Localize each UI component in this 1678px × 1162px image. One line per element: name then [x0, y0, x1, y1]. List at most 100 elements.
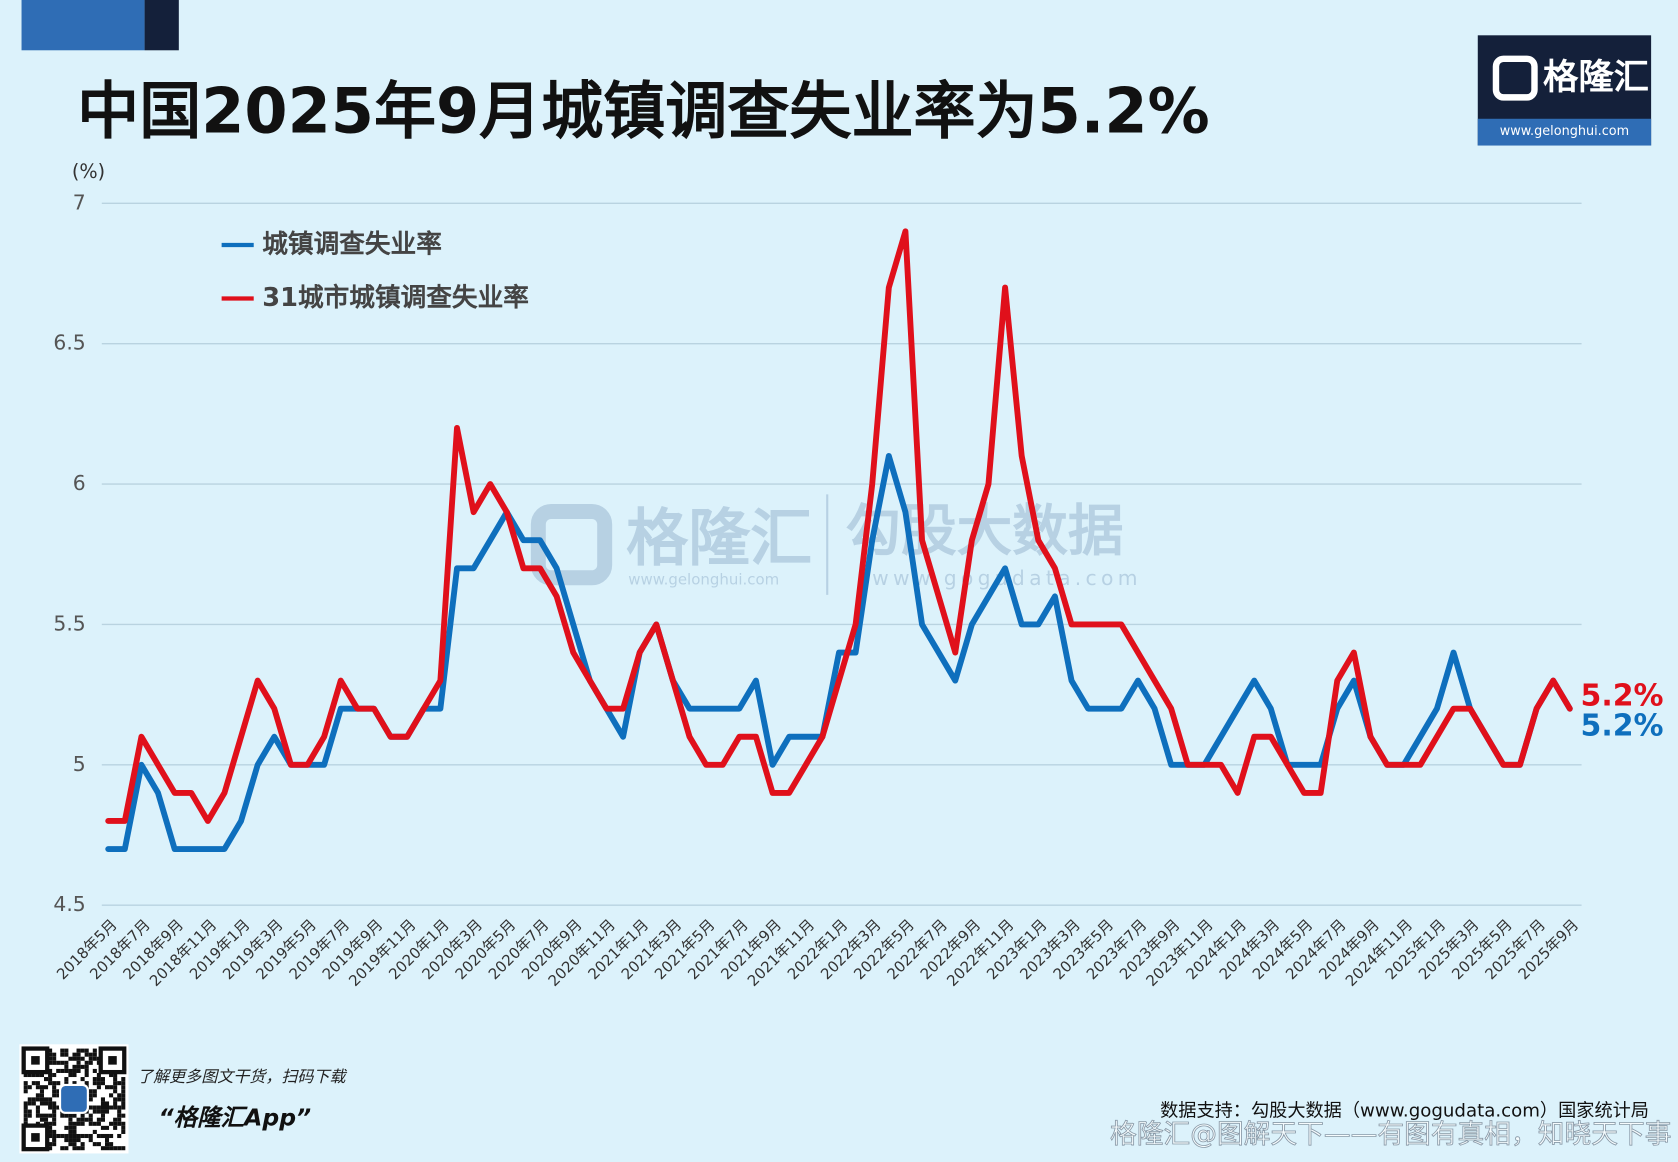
qr-cell — [60, 1052, 65, 1057]
header-bar-accent — [144, 0, 179, 51]
qr-cell — [88, 1117, 93, 1122]
qr-cell — [60, 1048, 65, 1053]
qr-cell — [84, 1072, 89, 1078]
qr-cell — [76, 1064, 81, 1069]
qr-cell — [35, 1072, 40, 1078]
qr-cell — [117, 1121, 122, 1126]
y-tick-label: 4.5 — [53, 892, 85, 916]
qr-cell — [23, 1105, 28, 1110]
qr-cell — [44, 1101, 49, 1106]
qr-cell — [72, 1146, 77, 1151]
qr-cell — [76, 1052, 81, 1057]
qr-cell — [76, 1146, 81, 1151]
qr-cell — [121, 1101, 126, 1106]
qr-cell — [72, 1056, 77, 1061]
qr-cell — [31, 1097, 36, 1102]
qr-cell — [35, 1093, 40, 1098]
qr-cell — [92, 1052, 97, 1057]
qr-cell — [35, 1097, 40, 1102]
qr-cell — [80, 1056, 85, 1061]
qr-cell — [121, 1077, 126, 1082]
qr-cell — [92, 1109, 97, 1114]
qr-cell — [92, 1121, 97, 1126]
qr-cell — [39, 1085, 45, 1090]
qr-cell — [68, 1056, 73, 1061]
qr-cell — [113, 1072, 118, 1078]
qr-cell — [92, 1105, 97, 1110]
qr-cell — [96, 1072, 101, 1078]
qr-cell — [100, 1101, 105, 1106]
qr-cell — [64, 1052, 69, 1057]
qr-cell — [68, 1125, 73, 1130]
qr-cell — [104, 1142, 110, 1147]
qr-cell — [48, 1121, 53, 1126]
qr-cell — [48, 1097, 53, 1102]
qr-cell — [52, 1101, 57, 1106]
qr-cell — [104, 1085, 110, 1090]
qr-cell — [117, 1081, 122, 1086]
qr-cell — [52, 1129, 57, 1134]
qr-cell — [23, 1117, 28, 1122]
qr-cell — [88, 1133, 93, 1139]
qr-cell — [52, 1121, 57, 1126]
qr-cell — [39, 1089, 45, 1094]
qr-cell — [35, 1105, 40, 1110]
qr-cell — [64, 1060, 69, 1065]
qr-cell — [104, 1146, 110, 1151]
logo: 格隆汇 www.gelonghui.com — [1477, 35, 1652, 146]
qr-cell — [72, 1081, 77, 1086]
qr-cell — [88, 1105, 93, 1110]
y-tick-label: 6.5 — [53, 331, 85, 355]
qr-cell — [76, 1133, 81, 1139]
qr-cell — [92, 1093, 97, 1098]
qr-cell — [88, 1113, 93, 1118]
qr-cell — [113, 1121, 118, 1126]
value-label: 5.2% — [1580, 708, 1663, 743]
qr-cell — [52, 1093, 57, 1098]
header-bar — [21, 0, 145, 51]
qr-cell — [52, 1105, 57, 1110]
logo-url: www.gelonghui.com — [1500, 124, 1629, 139]
qr-cell — [76, 1056, 81, 1061]
qr-cell — [100, 1097, 105, 1102]
qr-cell — [80, 1113, 85, 1118]
qr-cell — [92, 1068, 97, 1073]
qr-cell — [80, 1121, 85, 1126]
qr-cell — [100, 1125, 105, 1130]
qr-cell — [48, 1105, 53, 1110]
qr-cell — [121, 1097, 126, 1102]
qr-cell — [109, 1133, 114, 1139]
qr-cell — [52, 1138, 57, 1143]
qr-cell — [80, 1142, 85, 1147]
qr-cell — [52, 1052, 57, 1057]
qr-cell — [113, 1146, 118, 1151]
qr-cell — [44, 1085, 49, 1090]
qr-finder-core — [31, 1133, 40, 1142]
qr-cell — [84, 1064, 89, 1069]
qr-cell — [117, 1117, 122, 1122]
qr-cell — [92, 1056, 97, 1061]
chart-title: 中国2025年9月城镇调查失业率为5.2% — [77, 75, 1210, 148]
qr-cell — [48, 1081, 53, 1086]
qr-cell — [100, 1081, 105, 1086]
qr-cell — [44, 1097, 49, 1102]
qr-cell — [56, 1105, 61, 1110]
legend-label: 31城市城镇调查失业率 — [262, 282, 529, 313]
qr-cell — [48, 1077, 53, 1082]
qr-cell — [27, 1072, 32, 1078]
y-tick-label: 7 — [73, 190, 86, 214]
qr-cell — [121, 1093, 126, 1098]
y-tick-label: 5 — [73, 752, 86, 776]
qr-caption: 了解更多图文干货，扫码下载 — [137, 1067, 347, 1086]
qr-cell — [96, 1117, 101, 1122]
qr-cell — [48, 1133, 53, 1139]
qr-cell — [113, 1077, 118, 1082]
qr-cell — [52, 1142, 57, 1147]
qr-cell — [100, 1109, 105, 1114]
qr-cell — [96, 1077, 101, 1082]
qr-cell — [121, 1113, 126, 1118]
qr-cell — [92, 1077, 97, 1082]
qr-cell — [48, 1068, 53, 1073]
footer-watermark: 格隆汇@图解天下——有图有真相，知晓天下事 — [1110, 1119, 1671, 1150]
